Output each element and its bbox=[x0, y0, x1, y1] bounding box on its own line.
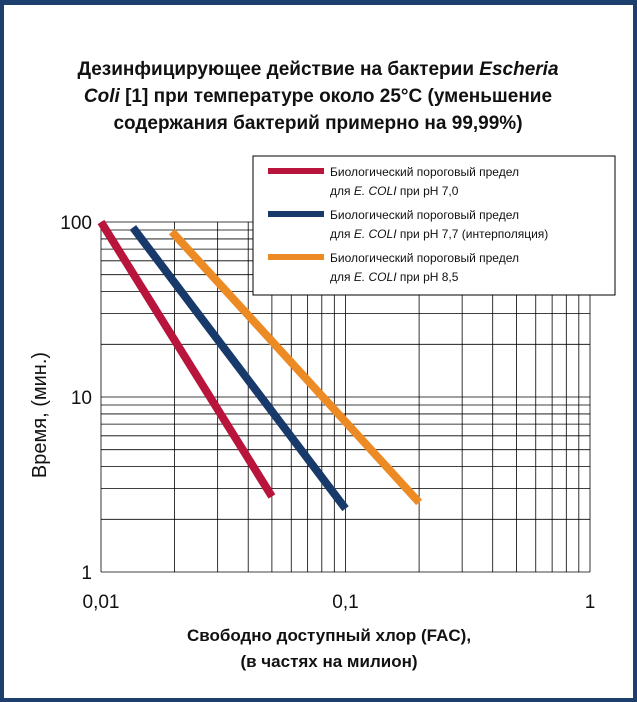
text-run: E. COLI bbox=[354, 227, 397, 241]
legend-label: для E. COLI при pH 7,7 (интерполяция) bbox=[330, 227, 548, 241]
text-run: при pH 7,7 (интерполяция) bbox=[397, 227, 549, 241]
text-run: Биологический пороговый предел bbox=[330, 208, 519, 222]
legend-label: Биологический пороговый предел bbox=[330, 251, 519, 265]
text-run: Дезинфицирующее действие на бактерии bbox=[77, 59, 479, 80]
chart-title: Дезинфицирующее действие на бактерии Esc… bbox=[77, 59, 558, 134]
text-run: E. COLI bbox=[354, 184, 397, 198]
x-axis-title-line: Свободно доступный хлор (FAC), bbox=[187, 626, 471, 645]
x-axis-title: Свободно доступный хлор (FAC), (в частях … bbox=[187, 626, 471, 671]
text-run: Escheria bbox=[479, 59, 559, 80]
text-run: [1] при температуре около 25°C (уменьшен… bbox=[120, 86, 552, 107]
legend-label: для E. COLI при pH 8,5 bbox=[330, 270, 459, 284]
series-line-3 bbox=[168, 229, 423, 506]
text-run: E. COLI bbox=[354, 270, 397, 284]
text-run: Биологический пороговый предел bbox=[330, 165, 519, 179]
title-line: Coli [1] при температуре около 25°C (уме… bbox=[84, 86, 552, 107]
text-run: содержания бактерий примерно на 99,99%) bbox=[113, 113, 522, 134]
y-tick-label: 10 bbox=[71, 388, 92, 409]
series-line-1 bbox=[97, 219, 276, 499]
text-run: для bbox=[330, 227, 354, 241]
x-tick-label: 0,01 bbox=[83, 592, 120, 613]
text-run: при pH 7,0 bbox=[397, 184, 459, 198]
y-tick-labels: 1 10 100 bbox=[60, 213, 92, 584]
legend-label: для E. COLI при pH 7,0 bbox=[330, 184, 459, 198]
x-tick-label: 1 bbox=[585, 592, 596, 613]
y-tick-label: 100 bbox=[60, 213, 92, 234]
series-line-2 bbox=[129, 225, 349, 512]
y-axis-title: Время, (мин.) bbox=[29, 352, 51, 478]
text-run: для bbox=[330, 270, 354, 284]
text-run: Биологический пороговый предел bbox=[330, 251, 519, 265]
legend-box bbox=[252, 155, 616, 296]
x-tick-label: 0,1 bbox=[332, 592, 358, 613]
x-tick-labels: 0,01 0,1 1 bbox=[83, 592, 596, 613]
legend: Биологический пороговый предел для E. COL… bbox=[252, 155, 616, 296]
x-axis-title-line: (в частях на милион) bbox=[240, 652, 417, 671]
text-run: для bbox=[330, 184, 354, 198]
text-run: Coli bbox=[84, 86, 121, 107]
title-line: Дезинфицирующее действие на бактерии Esc… bbox=[77, 59, 558, 80]
y-axis-title-text: Время, (мин.) bbox=[29, 352, 51, 478]
series-lines bbox=[97, 219, 423, 512]
legend-label: Биологический пороговый предел bbox=[330, 165, 519, 179]
legend-label: Биологический пороговый предел bbox=[330, 208, 519, 222]
title-line: содержания бактерий примерно на 99,99%) bbox=[113, 113, 522, 134]
y-tick-label: 1 bbox=[81, 563, 92, 584]
text-run: при pH 8,5 bbox=[397, 270, 459, 284]
